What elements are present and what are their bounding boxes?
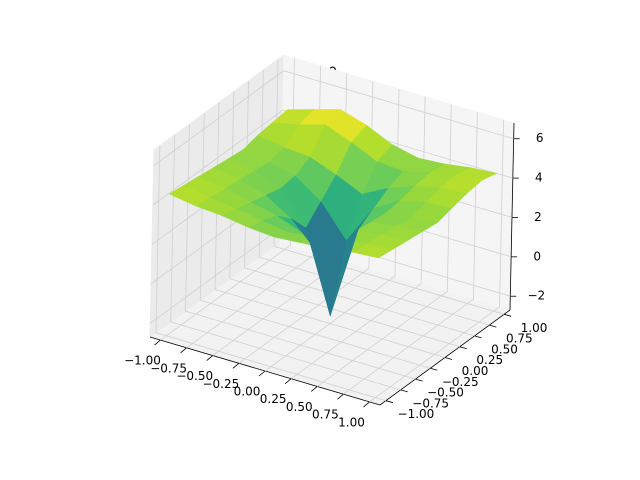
y-tick-label: −0.25 [442, 375, 479, 389]
x-tick [258, 370, 266, 377]
grid-line [244, 267, 475, 337]
grid-line [155, 145, 161, 333]
grid-line [229, 278, 460, 348]
z-tick-label: −2 [527, 289, 545, 303]
y-tick [400, 389, 408, 393]
grid-line [150, 227, 281, 324]
y-tick [430, 367, 438, 371]
y-tick-label: 1.00 [521, 321, 548, 335]
axis-line [509, 122, 515, 311]
x-tick-label: −1.00 [124, 354, 161, 368]
grid-line [170, 134, 176, 322]
y-tick-label: −0.50 [427, 386, 464, 400]
grid-line [185, 124, 190, 312]
x-tick [284, 378, 292, 385]
y-tick-label: 0.25 [476, 353, 503, 367]
y-tick [385, 400, 394, 404]
z-tick-label: 6 [536, 131, 544, 145]
y-tick-label: −0.75 [412, 396, 449, 410]
x-tick [337, 393, 344, 400]
y-tick-label: 0.75 [506, 332, 533, 346]
x-tick [363, 401, 370, 408]
grid-line [283, 70, 514, 140]
x-tick-label: 0.25 [260, 392, 287, 406]
grid-line [214, 289, 446, 358]
x-tick [206, 355, 213, 361]
x-tick-label: 0.50 [286, 400, 313, 414]
grid-line [200, 299, 431, 369]
grid-line [273, 245, 505, 315]
y-tick [444, 357, 453, 360]
y-tick [489, 324, 497, 328]
x-tick-label: −0.25 [202, 377, 239, 391]
grid-line [155, 332, 387, 402]
x-tick [180, 347, 187, 354]
x-tick-label: −0.50 [176, 369, 213, 383]
z-tick-label: 4 [535, 171, 543, 185]
z-tick-label: 2 [534, 210, 542, 224]
grid-line [185, 310, 416, 380]
y-tick-label: 0.50 [491, 342, 518, 356]
y-tick [415, 378, 423, 382]
y-tick [459, 346, 467, 350]
x-tick-label: 1.00 [338, 415, 365, 429]
x-tick-label: −0.75 [150, 361, 187, 375]
grid-line [473, 112, 478, 300]
grid-line [170, 321, 401, 391]
x-tick [311, 386, 318, 392]
grid-line [152, 109, 284, 206]
grid-line [499, 119, 504, 307]
x-tick [154, 339, 161, 346]
grid-line [153, 70, 284, 167]
x-tick [232, 362, 240, 369]
y-tick-label: −1.00 [398, 407, 435, 421]
x-tick-label: 0.00 [234, 385, 261, 399]
y-tick-label: 0.00 [462, 364, 489, 378]
grid-line [259, 256, 490, 326]
surface-patch [271, 109, 315, 125]
x-tick-label: 0.75 [312, 408, 339, 422]
y-tick [503, 313, 512, 317]
y-tick [474, 335, 482, 339]
z-tick-label: 0 [533, 249, 541, 263]
